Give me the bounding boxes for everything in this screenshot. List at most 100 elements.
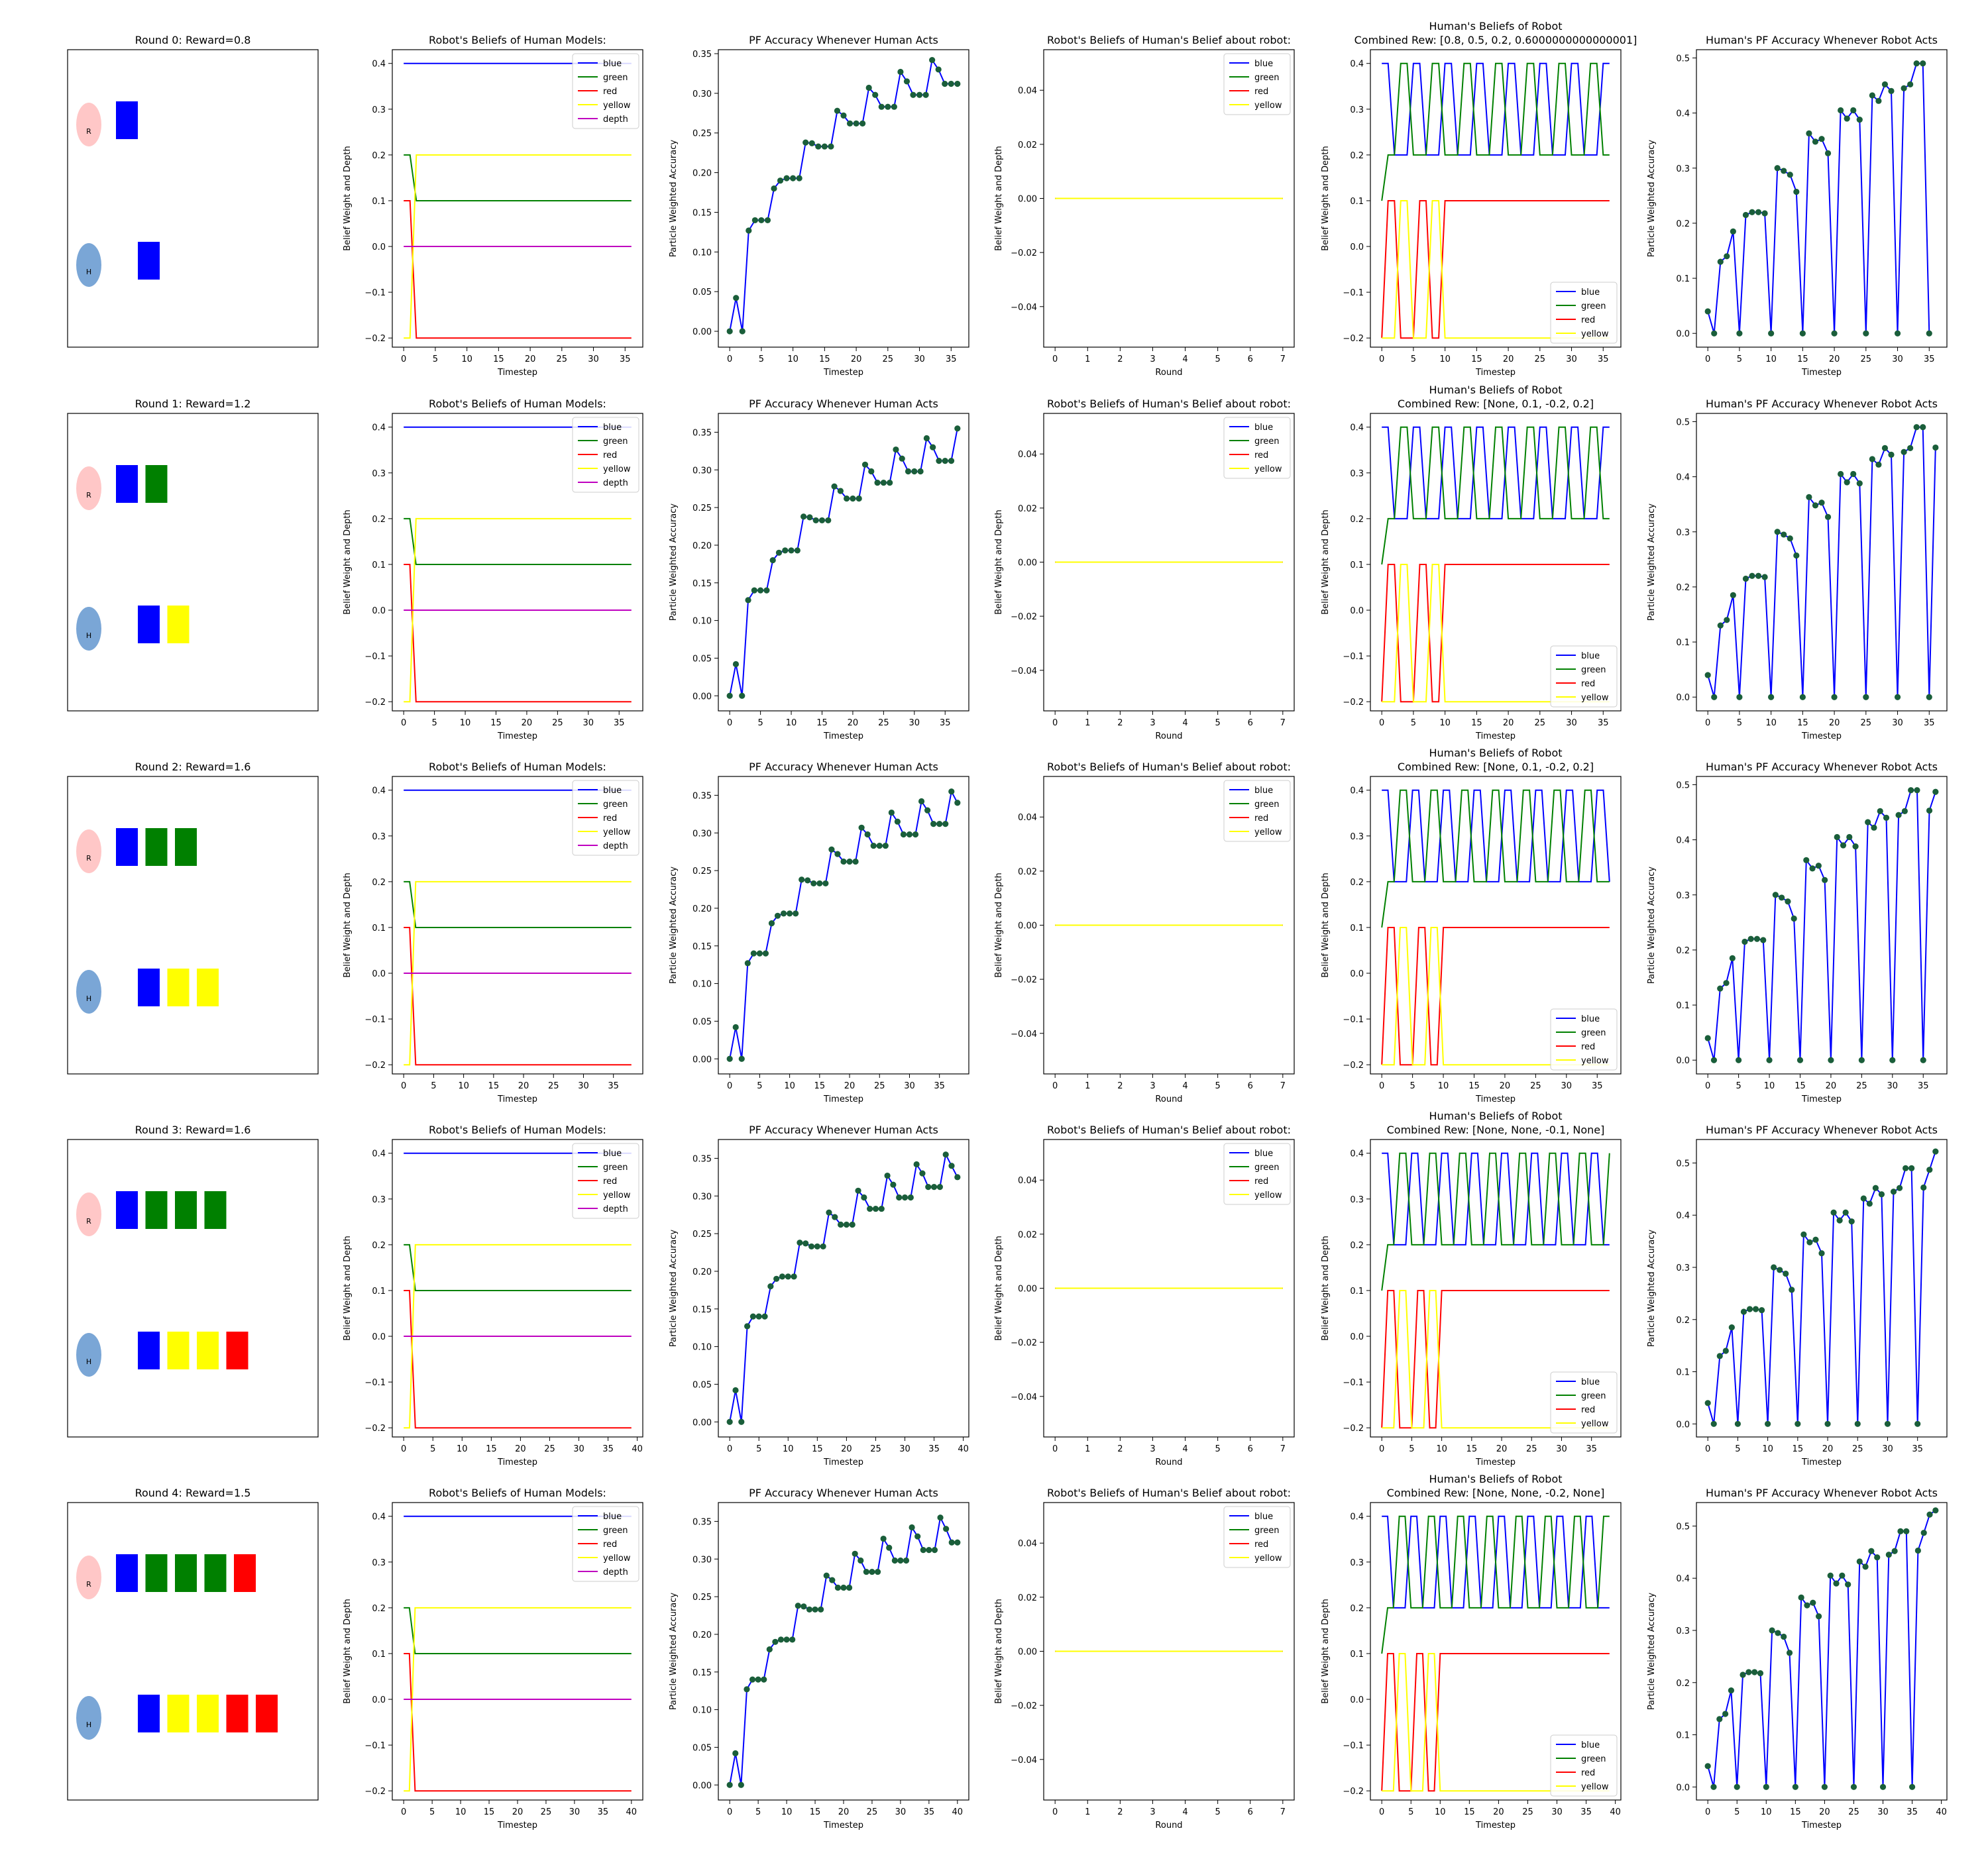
- human-avatar: [76, 243, 101, 287]
- data-point: [869, 1568, 875, 1575]
- data-point: [732, 1750, 739, 1757]
- legend-label-red: red: [1254, 450, 1268, 460]
- data-point: [1742, 211, 1749, 219]
- axes-frame: [1370, 1502, 1622, 1801]
- x-tick-label: 2: [1117, 1807, 1123, 1817]
- legend-label-blue: blue: [603, 1512, 622, 1522]
- data-point: [920, 1547, 926, 1554]
- legend-label-red: red: [1254, 87, 1268, 97]
- y-tick-label: 0.3: [1676, 164, 1690, 174]
- y-tick-label: 0.3: [1676, 528, 1690, 538]
- y-tick-label: 0.2: [1350, 1604, 1364, 1614]
- y-tick-label: 0.05: [692, 1380, 712, 1390]
- x-tick-label: 7: [1280, 1807, 1286, 1817]
- y-tick-label: 0.1: [1350, 560, 1364, 570]
- x-tick-label: 30: [1892, 718, 1903, 728]
- scene-title: Round 2: Reward=1.6: [135, 761, 251, 773]
- data-point: [1868, 1548, 1875, 1554]
- y-tick-label: 0.25: [692, 867, 712, 876]
- legend-label-depth: depth: [603, 115, 628, 125]
- y-tick-label: −0.1: [364, 652, 386, 662]
- y-tick-label: 0.3: [1350, 105, 1364, 115]
- x-tick-label: 6: [1248, 1444, 1253, 1454]
- y-axis-label: Particle Weighted Accuracy: [1647, 140, 1657, 257]
- y-axis-label: Belief Weight and Depth: [1321, 509, 1331, 614]
- data-point: [802, 1240, 809, 1247]
- data-point: [930, 821, 937, 827]
- y-tick-label: 0.4: [1676, 1211, 1690, 1221]
- data-point: [1845, 1581, 1851, 1588]
- x-axis-label: Timestep: [823, 368, 863, 378]
- y-tick-label: 0.2: [1676, 1679, 1690, 1689]
- x-tick-label: 40: [1936, 1807, 1947, 1817]
- data-point: [1850, 1783, 1857, 1790]
- x-tick-label: 30: [583, 718, 594, 728]
- data-point: [844, 495, 850, 502]
- x-axis-label: Timestep: [1475, 1821, 1516, 1830]
- y-tick-label: 0.05: [692, 1743, 712, 1753]
- y-axis-label: Belief Weight and Depth: [994, 1236, 1004, 1340]
- y-tick-label: 0.5: [1676, 417, 1690, 427]
- y-tick-label: 0.15: [692, 208, 712, 218]
- y-tick-label: 0.05: [692, 654, 712, 664]
- y-axis-label: Particle Weighted Accuracy: [1647, 867, 1657, 984]
- robot-block-blue: [116, 465, 138, 503]
- chart-title: Robot's Beliefs of Human's Belief about …: [1047, 398, 1291, 410]
- data-point: [1728, 1687, 1735, 1694]
- legend-label-red: red: [1254, 1540, 1268, 1550]
- data-point: [762, 950, 769, 957]
- data-point: [1901, 85, 1907, 91]
- legend-label-yellow: yellow: [1254, 101, 1282, 111]
- y-tick-label: 0.00: [1018, 1285, 1037, 1295]
- x-tick-label: 5: [756, 1444, 761, 1454]
- scene-frame: [67, 49, 319, 348]
- data-point: [791, 1273, 797, 1280]
- legend-box: [1223, 1506, 1291, 1568]
- data-point: [1752, 1306, 1759, 1312]
- x-tick-label: 4: [1182, 354, 1187, 364]
- data-point: [849, 1221, 856, 1228]
- x-tick-label: 30: [1882, 1444, 1893, 1454]
- x-tick-label: 5: [757, 718, 763, 728]
- data-point: [1710, 1783, 1717, 1790]
- data-point: [1785, 898, 1791, 905]
- x-tick-label: 15: [1464, 1807, 1475, 1817]
- chart-panel: Robot's Beliefs of Human's Belief about …: [994, 761, 1295, 1104]
- data-point: [948, 1539, 955, 1546]
- y-tick-label: 0.3: [1350, 1195, 1364, 1205]
- x-axis-label: Timestep: [823, 1821, 863, 1830]
- human-block-red: [256, 1695, 278, 1732]
- y-tick-label: 0.4: [372, 1512, 386, 1522]
- data-point: [1771, 1264, 1777, 1271]
- data-point: [726, 692, 733, 699]
- y-tick-label: −0.02: [1011, 1701, 1037, 1711]
- data-point: [1787, 172, 1793, 178]
- data-point: [823, 1572, 830, 1579]
- data-point: [912, 831, 919, 838]
- series-group: [404, 1152, 632, 1429]
- y-tick-label: −0.2: [1343, 334, 1364, 344]
- x-tick-label: 5: [1215, 1444, 1220, 1454]
- data-point: [796, 175, 802, 182]
- human-block-yellow: [197, 1332, 219, 1369]
- human-block-blue: [138, 969, 160, 1006]
- x-tick-label: 40: [958, 1444, 969, 1454]
- data-point: [1836, 1217, 1843, 1224]
- y-tick-label: 0.3: [372, 832, 386, 842]
- x-tick-label: 15: [1471, 354, 1482, 364]
- series-line-red: [1381, 564, 1610, 703]
- y-tick-label: 0.25: [692, 129, 712, 139]
- x-tick-label: 0: [1379, 354, 1384, 364]
- data-point: [840, 112, 847, 119]
- data-point: [1848, 1218, 1855, 1225]
- scene-frame: [67, 1139, 319, 1438]
- data-point: [829, 1577, 836, 1583]
- data-point: [744, 1686, 750, 1693]
- x-axis-label: Timestep: [823, 1458, 863, 1467]
- robot-avatar: [76, 1556, 101, 1599]
- data-point: [738, 1781, 744, 1788]
- legend-label-blue: blue: [1254, 1149, 1273, 1159]
- x-tick-label: 30: [569, 1807, 580, 1817]
- x-tick-label: 0: [401, 1444, 406, 1454]
- legend: blue green red yellow: [1223, 417, 1291, 479]
